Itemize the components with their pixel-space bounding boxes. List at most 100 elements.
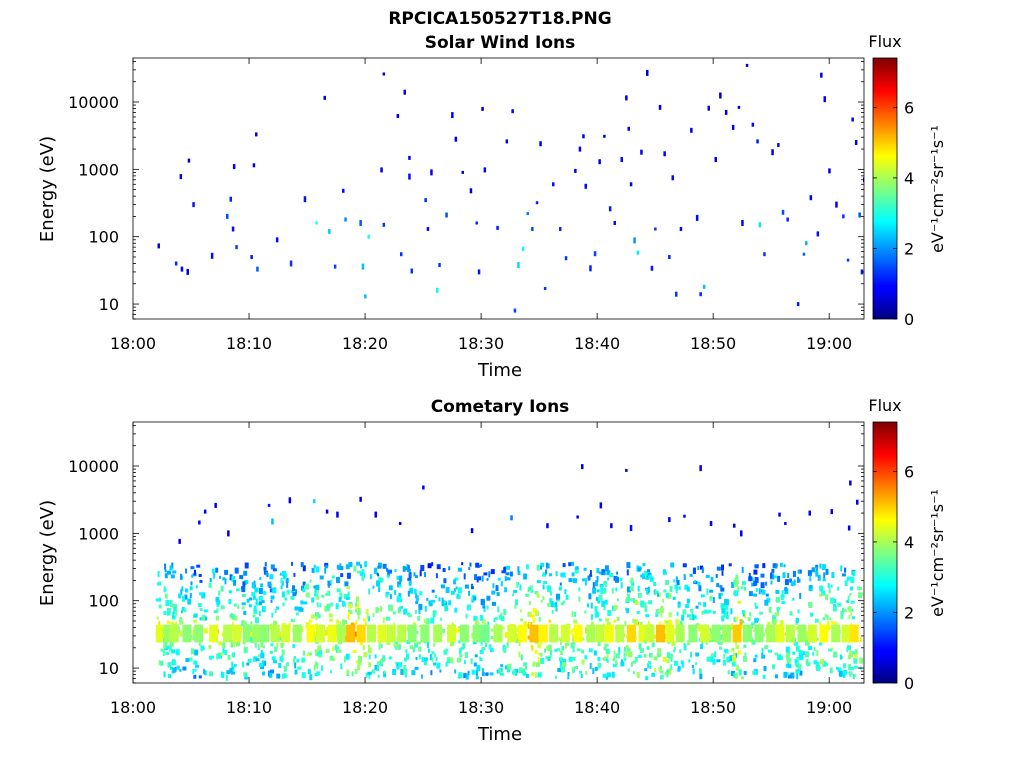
flux-pixel — [368, 654, 371, 660]
flux-pixel — [728, 563, 732, 567]
flux-pixel — [675, 291, 678, 297]
flux-pixel — [426, 597, 429, 601]
flux-band — [336, 624, 346, 643]
flux-pixel — [646, 573, 649, 579]
flux-pixel — [222, 642, 226, 649]
flux-pixel — [382, 222, 386, 227]
flux-pixel — [316, 671, 321, 676]
flux-pixel — [748, 572, 751, 578]
colorbar-gradient — [873, 58, 897, 319]
flux-pixel — [159, 597, 162, 602]
flux-pixel — [317, 645, 322, 651]
flux-pixel — [616, 571, 619, 575]
flux-pixel — [823, 96, 826, 103]
flux-pixel — [382, 655, 386, 662]
flux-pixel — [255, 132, 258, 137]
flux-pixel — [830, 584, 833, 588]
flux-pixel — [805, 241, 808, 246]
flux-pixel — [301, 672, 306, 679]
flux-pixel — [572, 667, 575, 674]
flux-pixel — [482, 605, 486, 609]
flux-pixel — [613, 655, 616, 661]
flux-pixel — [265, 571, 268, 576]
flux-pixel — [458, 648, 462, 655]
flux-pixel — [596, 568, 600, 572]
flux-band — [549, 624, 559, 643]
flux-pixel — [324, 629, 329, 636]
flux-pixel — [815, 564, 819, 568]
flux-pixel — [632, 671, 635, 675]
flux-pixel — [741, 581, 746, 586]
flux-pixel — [241, 586, 246, 593]
flux-pixel — [363, 618, 367, 622]
flux-pixel — [727, 670, 730, 675]
flux-pixel — [847, 525, 851, 531]
flux-pixel — [242, 641, 246, 645]
flux-pixel — [474, 574, 477, 581]
flux-pixel — [721, 615, 725, 622]
flux-pixel — [858, 212, 861, 218]
flux-pixel — [323, 95, 326, 100]
flux-pixel — [474, 616, 478, 621]
flux-pixel — [714, 157, 717, 162]
flux-pixel — [483, 167, 487, 173]
flux-pixel — [258, 663, 263, 667]
flux-pixel — [606, 672, 611, 678]
flux-pixel — [529, 601, 531, 606]
flux-band — [164, 624, 173, 643]
flux-pixel — [567, 672, 570, 676]
flux-pixel — [203, 509, 207, 514]
flux-pixel — [721, 564, 724, 571]
flux-pixel — [368, 662, 372, 668]
flux-pixel — [654, 668, 657, 673]
flux-pixel — [735, 645, 740, 649]
flux-pixel — [396, 114, 400, 118]
flux-pixel — [432, 610, 437, 616]
x-tick-label: 18:00 — [110, 334, 156, 353]
flux-pixel — [734, 581, 738, 587]
flux-pixel — [777, 575, 781, 582]
flux-pixel — [400, 252, 403, 257]
flux-pixel — [665, 620, 669, 624]
flux-pixel — [663, 151, 666, 157]
flux-pixel — [190, 566, 195, 570]
flux-pixel — [607, 610, 612, 616]
flux-band — [645, 624, 655, 643]
flux-pixel — [731, 582, 735, 588]
flux-pixel — [756, 139, 759, 144]
flux-pixel — [302, 588, 306, 593]
flux-pixel — [297, 666, 302, 670]
flux-pixel — [315, 615, 318, 621]
flux-band — [252, 624, 262, 643]
flux-pixel — [218, 641, 223, 646]
flux-pixel — [347, 612, 350, 618]
flux-pixel — [466, 604, 471, 611]
flux-pixel — [673, 579, 676, 583]
flux-pixel — [543, 287, 547, 290]
flux-pixel — [308, 652, 312, 656]
flux-pixel — [731, 661, 736, 667]
flux-pixel — [842, 673, 846, 678]
figure-title: RPCICA150527T18.PNG — [388, 9, 611, 29]
flux-pixel — [794, 658, 799, 664]
flux-pixel — [310, 614, 315, 619]
flux-pixel — [837, 602, 842, 607]
flux-pixel — [668, 619, 672, 626]
x-tick-label: 18:50 — [690, 698, 736, 717]
flux-pixel — [546, 523, 549, 529]
flux-pixel — [707, 610, 710, 614]
flux-pixel — [500, 581, 503, 587]
flux-pixel — [264, 562, 267, 567]
flux-pixel — [194, 569, 196, 575]
colorbar-tick-label: 4 — [904, 533, 914, 552]
flux-band — [480, 624, 490, 643]
flux-pixel — [410, 268, 413, 274]
flux-pixel — [806, 662, 811, 667]
flux-pixel — [250, 637, 253, 642]
flux-pixel — [690, 651, 692, 658]
flux-pixel — [651, 642, 655, 648]
flux-pixel — [736, 664, 740, 671]
flux-pixel — [659, 621, 662, 627]
flux-pixel — [192, 634, 195, 641]
flux-pixel — [506, 577, 511, 581]
